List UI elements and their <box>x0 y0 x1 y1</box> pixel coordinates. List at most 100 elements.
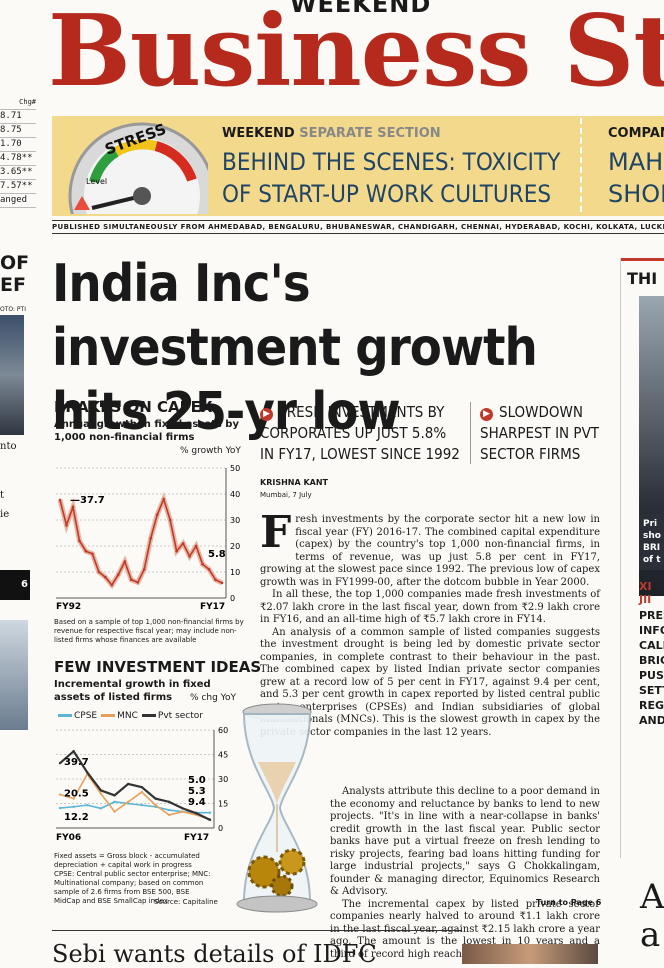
turn-to-page-link[interactable]: Turn to Page 6 <box>536 898 602 907</box>
right-big-text: A a <box>640 878 664 954</box>
right-line: INFO <box>639 624 664 637</box>
main-headline[interactable]: India Inc's investment growth hits 25-yr… <box>52 254 538 442</box>
banner-right-headline[interactable]: MAH SHOD <box>608 146 664 210</box>
legend-label: Pvt sector <box>157 711 203 721</box>
chart1-point <box>194 544 198 548</box>
chart2-label-cpse-last: 9.4 <box>188 797 206 808</box>
chart2-point <box>113 810 116 813</box>
right-photo-caption: Pri sho BRI of t <box>639 514 664 570</box>
chart2-line-pvt-sector <box>59 749 211 821</box>
deck-divider <box>470 402 471 464</box>
chart2-point <box>154 797 157 800</box>
bottom-photo <box>462 944 598 964</box>
deck-fresh-investments: ▶ FRESH INVESTMENTS BY CORPORATES UP JUST… <box>260 402 460 465</box>
chart2-point <box>113 794 116 797</box>
chart2-xlabel-end: FY17 <box>184 833 209 843</box>
chart1-subtitle: Annual growth in fixed assets by 1,000 n… <box>54 419 239 443</box>
chart1-point <box>220 581 224 585</box>
bottom-headline[interactable]: Sebi wants details of IDFC <box>52 940 377 968</box>
chart2-point <box>86 803 89 807</box>
masthead-title: Business St <box>48 0 664 109</box>
right-line: PUSH <box>639 669 664 682</box>
left-big-text: OF <box>0 252 30 274</box>
chart2-label-pvt-last: 5.0 <box>188 775 206 786</box>
market-row: 3.65** <box>0 166 36 180</box>
caption-line: sho <box>643 531 661 541</box>
chart1-ytick: 20 <box>230 542 240 551</box>
chart1-title: BRAKES ON CAPEX <box>54 398 213 416</box>
chart2-point <box>140 785 144 789</box>
right-top-label: THI <box>621 258 664 288</box>
chart1-ytick: 30 <box>230 516 240 525</box>
chart1-point <box>142 568 146 571</box>
chart2-note: Fixed assets = Gross block - accumulated… <box>54 852 211 905</box>
chart2-legend: CPSE MNC Pvt sector <box>54 711 203 721</box>
chart2-point <box>167 813 171 817</box>
legend-swatch <box>58 714 72 717</box>
chart1-point <box>65 523 68 527</box>
market-row: 1.70 <box>0 138 36 152</box>
chart1-point <box>84 549 88 553</box>
chart2-line-mnc <box>59 772 211 821</box>
right-line: CALL <box>639 639 664 652</box>
chart1-point <box>58 498 62 502</box>
legend-swatch <box>101 714 116 717</box>
market-row: 8.71 <box>0 110 36 124</box>
legend-swatch <box>141 714 156 717</box>
right-red-head: XI JII <box>639 580 652 606</box>
chart1-xlabel-end: FY17 <box>200 602 225 610</box>
banner-headline[interactable]: BEHIND THE SCENES: TOXICITY OF START-UP … <box>222 148 561 208</box>
chart1-point <box>136 581 140 584</box>
chart1-point <box>78 539 81 543</box>
chart1-point <box>71 505 75 509</box>
chart1-ytick: 50 <box>230 464 240 473</box>
chart2-point <box>195 812 198 815</box>
chart1-point <box>129 578 133 582</box>
chart2-point <box>140 790 144 794</box>
chart1-point <box>123 560 127 563</box>
right-big-letter: a <box>640 915 661 955</box>
chart2-title: FEW INVESTMENT IDEAS <box>54 658 262 676</box>
article-body-continued: Analysts attribute this decline to a poo… <box>330 786 600 961</box>
left-box: 6 <box>0 570 30 600</box>
chart2-point <box>58 761 62 765</box>
chart1-point <box>168 518 172 522</box>
chart2-point <box>99 792 103 795</box>
chart2-point <box>86 771 89 774</box>
article-paragraph: The incremental capex by listed private … <box>330 898 600 960</box>
chart1-point <box>188 555 191 558</box>
play-icon: ▶ <box>480 408 493 421</box>
chart2-point <box>99 789 103 792</box>
banner-section: WEEKEND <box>222 126 295 141</box>
hourglass-image <box>236 703 318 913</box>
chart1-ytick: 40 <box>230 490 240 499</box>
chart1-xlabel-start: FY92 <box>56 602 81 610</box>
masthead-weekend: WEEKEND <box>290 0 432 18</box>
chart1-ytick: 0 <box>230 594 235 603</box>
legend-label: CPSE <box>74 711 98 721</box>
chart1-point <box>117 573 120 576</box>
deck-text: SLOWDOWN SHARPEST IN PVT SECTOR FIRMS <box>480 403 600 463</box>
chart2-point <box>208 811 212 814</box>
chart2-subtitle: Incremental growth in fixed assets of li… <box>54 679 211 703</box>
chart2-ytick: 60 <box>218 726 228 735</box>
left-photo-2 <box>0 620 28 730</box>
bottom-rule <box>52 930 462 931</box>
article-paragraph: Analysts attribute this decline to a poo… <box>330 786 600 897</box>
chart2-point <box>99 807 103 810</box>
market-row: 4.78** <box>0 152 36 166</box>
caption-line: Pri <box>643 519 658 529</box>
chart2-label-mnc-last: 5.3 <box>188 786 206 797</box>
banner-divider <box>580 118 582 212</box>
banner-right-line: SHOD <box>608 180 664 208</box>
right-lines: PRES INFO CALL BRIC PUSH SETTI REGI AND <box>639 608 664 728</box>
chart2-point <box>154 803 157 807</box>
chart2-point <box>72 797 75 800</box>
chart2-unit: % chg YoY <box>190 693 236 703</box>
chart1-point <box>97 570 101 574</box>
publication-line: PUBLISHED SIMULTANEOUSLY FROM AHMEDABAD,… <box>52 220 664 234</box>
chart2-ytick: 45 <box>218 751 228 760</box>
byline-name: KRISHNA KANT <box>260 478 329 487</box>
chart2-point <box>181 807 184 810</box>
article-body: F resh investments by the corporate sect… <box>260 511 600 739</box>
